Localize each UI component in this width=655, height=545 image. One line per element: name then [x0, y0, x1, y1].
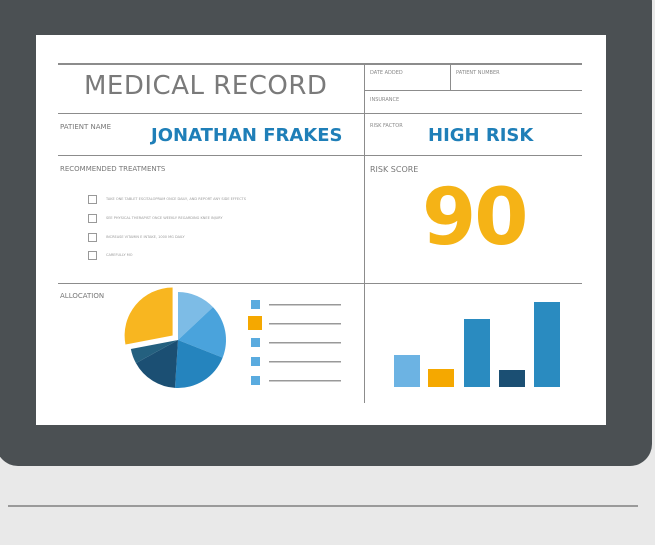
divider [58, 113, 582, 114]
legend-line [269, 380, 341, 382]
patient-name-label: PATIENT NAME [60, 123, 112, 131]
bar [428, 369, 454, 387]
treatment-checkbox[interactable] [88, 233, 97, 242]
divider [58, 63, 582, 65]
insurance-label: INSURANCE [370, 97, 400, 103]
divider [58, 155, 582, 156]
laptop-base [8, 505, 638, 507]
legend-swatch [251, 300, 260, 309]
risk-factor-value: HIGH RISK [428, 125, 534, 146]
legend-swatch [248, 316, 262, 330]
pie-slice [130, 340, 178, 364]
laptop-screen: MEDICAL RECORD DATE ADDED PATIENT NUMBER… [36, 35, 606, 425]
treatment-checkbox[interactable] [88, 251, 97, 260]
legend-line [269, 323, 341, 325]
treatment-checkbox[interactable] [88, 195, 97, 204]
bar [394, 355, 420, 387]
page-title: MEDICAL RECORD [84, 71, 328, 101]
risk-score-value: 90 [422, 173, 529, 263]
pie-slice [178, 307, 226, 358]
patient-name: JONATHAN FRAKES [151, 125, 343, 146]
patient-number-label: PATIENT NUMBER [456, 70, 500, 76]
divider [450, 63, 451, 90]
pie-slice [174, 340, 223, 388]
bar [464, 319, 490, 387]
treatment-item: CAREFULLY MO [106, 253, 133, 257]
legend-swatch [251, 357, 260, 366]
pie-slice [124, 287, 173, 345]
bar [534, 302, 560, 387]
legend-line [269, 304, 341, 306]
treatment-item: SEE PHYSICAL THERAPIST ONCE WEEKLY REGAR… [106, 216, 223, 220]
allocation-label: ALLOCATION [60, 292, 105, 300]
risk-factor-label: RISK FACTOR [370, 123, 403, 129]
treatment-item: TAKE ONE TABLET ESCITALOPRAM ONCE DAILY,… [106, 197, 246, 201]
charts [124, 287, 560, 388]
treatments-label: RECOMMENDED TREATMENTS [60, 165, 166, 173]
divider [364, 63, 365, 403]
legend-swatch [251, 376, 260, 385]
legend-line [269, 361, 341, 363]
legend-swatch [251, 338, 260, 347]
bar [499, 370, 525, 387]
treatment-item: INCREASE VITAMIN E INTAKE, 1000 MG DAILY [106, 235, 185, 239]
divider [364, 90, 582, 91]
date-added-label: DATE ADDED [370, 70, 403, 76]
risk-score-label: RISK SCORE [370, 165, 419, 174]
legend-line [269, 342, 341, 344]
divider [58, 283, 582, 284]
pie-slice [135, 340, 178, 388]
treatment-checkbox[interactable] [88, 214, 97, 223]
pie-slice [178, 292, 213, 340]
